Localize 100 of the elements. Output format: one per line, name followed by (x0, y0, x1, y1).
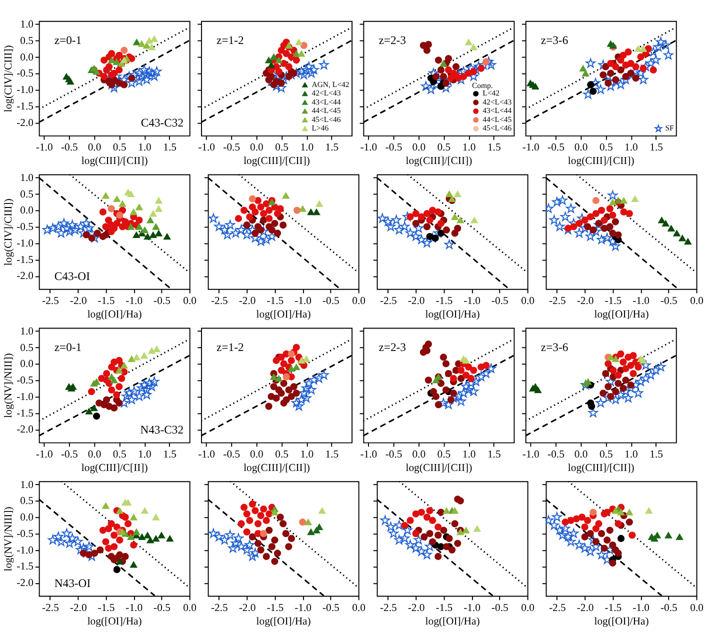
x-tick-label: -1.0 (360, 142, 378, 154)
x-tick-label: -1.5 (436, 602, 453, 614)
x-tick-label: 0.0 (690, 602, 704, 614)
x-tick-label: 0.0 (412, 448, 426, 460)
x-tick-label: 1.0 (138, 142, 152, 154)
x-axis-title: log(CIII]/[CII]) (568, 155, 635, 168)
x-tick-label: -2.5 (211, 602, 228, 614)
x-tick-label: -0.5 (322, 602, 340, 614)
legend-label: 43<L<44 (482, 106, 512, 116)
x-tick-label: -1.0 (126, 602, 143, 614)
y-tick-label: 0.0 (20, 204, 34, 217)
x-axis-title: log([OI]/Ha) (256, 615, 312, 628)
y-axis-title: log(CIV]/CIII]) (2, 198, 15, 266)
x-tick-label: 1.0 (300, 142, 314, 154)
x-tick-label: -1.5 (604, 294, 622, 307)
y-tick-label: -2.0 (16, 270, 34, 282)
x-tick-label: 0.0 (352, 294, 366, 307)
x-tick-label: -2.5 (380, 602, 397, 614)
legend-label: 45<L<46 (482, 124, 512, 133)
x-tick-label: -2.0 (408, 602, 425, 614)
y-tick-label: 0.0 (20, 512, 34, 524)
x-tick-label: -1.0 (522, 142, 540, 154)
x-tick-label: -2.0 (70, 294, 87, 307)
x-tick-label: 0.0 (183, 602, 197, 614)
x-axis-title: log(CIII]/[CII]) (406, 462, 473, 474)
y-tick-label: -0.5 (16, 374, 34, 387)
x-axis-title: log(CIII]/[CII]) (244, 462, 310, 474)
annotation: z=1-2 (216, 341, 244, 354)
x-tick-label: -1.0 (198, 142, 215, 154)
x-tick-label: -1.0 (632, 294, 650, 307)
x-tick-label: -1.5 (436, 294, 453, 307)
y-tick-label: -1.0 (16, 544, 34, 556)
x-tick-label: -1.0 (360, 448, 378, 460)
y-tick-label: -0.5 (16, 528, 34, 540)
y-tick-label: -1.0 (16, 237, 34, 250)
y-tick-label: -2.0 (16, 116, 34, 129)
x-tick-label: -2.5 (211, 294, 228, 307)
y-axis-title: log(NV]/NIII]) (2, 506, 15, 572)
x-axis-title: log(CIII]/C[II]) (81, 462, 148, 474)
legend-label: SF (665, 124, 675, 133)
x-axis-title: log(CIII]/[CII]) (244, 155, 310, 168)
legend-label: L<42 (482, 88, 500, 98)
x-tick-label: -2.5 (42, 602, 59, 614)
legend-label: AGN, L<42 (312, 80, 350, 89)
y-tick-label: 1.0 (20, 18, 34, 31)
annotation: N43-OI (54, 577, 91, 590)
x-tick-label: 1.5 (163, 448, 176, 460)
x-tick-label: -2.0 (238, 602, 256, 614)
x-tick-label: 0.5 (599, 448, 613, 460)
y-tick-label: 0.0 (20, 358, 34, 370)
x-tick-label: 1.5 (487, 448, 501, 460)
x-tick-label: -1.5 (604, 602, 622, 614)
x-tick-label: -1.0 (632, 602, 650, 614)
x-tick-label: 0.5 (275, 448, 288, 460)
y-tick-label: 1.0 (20, 172, 34, 184)
y-tick-label: -1.5 (16, 254, 34, 266)
x-tick-label: -2.0 (576, 602, 594, 614)
y-tick-label: 0.5 (20, 342, 34, 354)
x-tick-label: -1.5 (98, 602, 115, 614)
x-tick-label: 1.5 (650, 448, 663, 460)
x-tick-label: -0.5 (385, 142, 402, 154)
x-tick-label: -0.5 (548, 448, 564, 460)
x-tick-label: 0.5 (112, 448, 126, 460)
x-tick-label: 0.5 (437, 448, 451, 460)
y-tick-label: -1.5 (16, 560, 34, 573)
annotation: z=2-3 (378, 341, 406, 354)
legend-label: L>46 (312, 124, 329, 133)
annotation: N43-C32 (140, 424, 184, 437)
x-axis-title: log([OI]/Ha) (87, 615, 142, 628)
annotation: z=0-1 (54, 34, 82, 48)
y-tick-label: 0.0 (20, 51, 34, 64)
x-tick-label: -1.0 (294, 602, 312, 614)
y-axis-title: log(NV]/NIII]) (2, 352, 15, 418)
x-tick-label: -2.0 (576, 294, 594, 307)
x-tick-label: 0.5 (112, 142, 126, 154)
x-tick-label: 0.0 (574, 448, 588, 460)
x-axis-title: log(CIII]/[CII]) (568, 462, 635, 474)
x-tick-label: -1.0 (198, 448, 215, 460)
y-tick-label: -1.5 (16, 407, 34, 420)
x-axis-title: log([OI]/Ha) (425, 615, 480, 628)
x-tick-label: 1.5 (487, 142, 501, 154)
x-axis-title: log(CIII]/[CII]) (81, 155, 148, 168)
x-tick-label: -2.5 (548, 294, 566, 307)
x-tick-label: 0.0 (574, 142, 588, 154)
legend-label: 42<L<43 (312, 88, 341, 98)
x-axis-title: log([OI]/Ha) (256, 308, 312, 321)
x-tick-label: 0.0 (88, 142, 102, 154)
x-tick-label: -1.0 (36, 142, 53, 154)
x-tick-label: -1.5 (266, 294, 284, 307)
x-tick-label: 0.0 (412, 142, 426, 154)
y-tick-label: -0.5 (16, 68, 34, 80)
annotation: C43-OI (54, 270, 90, 284)
x-tick-label: -2.5 (42, 294, 59, 307)
x-tick-label: -2.0 (408, 294, 425, 307)
x-tick-label: -0.5 (154, 602, 170, 614)
annotation: z=0-1 (54, 341, 82, 354)
x-tick-label: 0.0 (352, 602, 366, 614)
x-tick-label: -0.5 (660, 602, 678, 614)
x-tick-label: -0.5 (385, 448, 402, 460)
annotation: z=3-6 (540, 34, 568, 48)
